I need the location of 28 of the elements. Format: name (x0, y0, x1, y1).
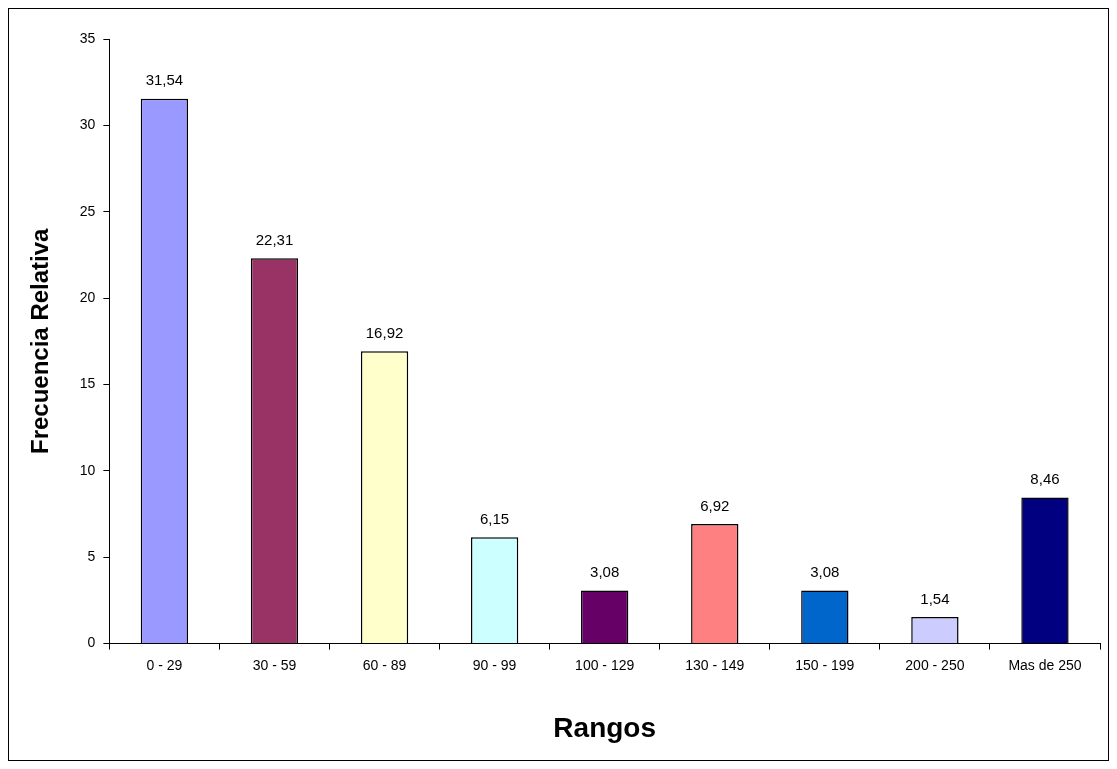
x-tick-label: 100 - 129 (575, 656, 635, 673)
y-tick-label: 0 (87, 634, 96, 651)
x-tick-label: 60 - 89 (362, 656, 407, 673)
data-label: 3,08 (590, 563, 620, 581)
x-tick-label: 200 - 250 (905, 656, 965, 673)
x-tick-label: Mas de 250 (1008, 656, 1082, 673)
data-label: 22,31 (255, 230, 294, 248)
data-label: 3,08 (810, 563, 840, 581)
y-tick-label: 35 (79, 29, 96, 46)
x-axis-title: Rangos (553, 711, 657, 743)
x-tick-label: 90 - 99 (472, 656, 517, 673)
y-axis-title: Frecuencia Relativa (26, 227, 54, 455)
data-label: 8,46 (1030, 470, 1060, 488)
x-tick-label: 0 - 29 (146, 656, 183, 673)
x-tick-label: 150 - 199 (795, 656, 855, 673)
data-label: 31,54 (145, 71, 184, 89)
y-tick-label: 5 (87, 548, 96, 565)
data-label: 6,92 (700, 496, 730, 514)
x-tick-label: 130 - 149 (685, 656, 745, 673)
y-tick-label: 10 (79, 461, 96, 478)
y-tick-label: 25 (79, 202, 96, 219)
y-tick-label: 30 (79, 116, 96, 133)
y-tick-label: 20 (79, 288, 96, 305)
data-label: 6,15 (480, 510, 510, 527)
x-tick-label: 30 - 59 (252, 656, 297, 673)
data-label: 1,54 (920, 589, 950, 607)
y-tick-label: 15 (79, 375, 96, 392)
data-label: 16,92 (365, 323, 404, 341)
